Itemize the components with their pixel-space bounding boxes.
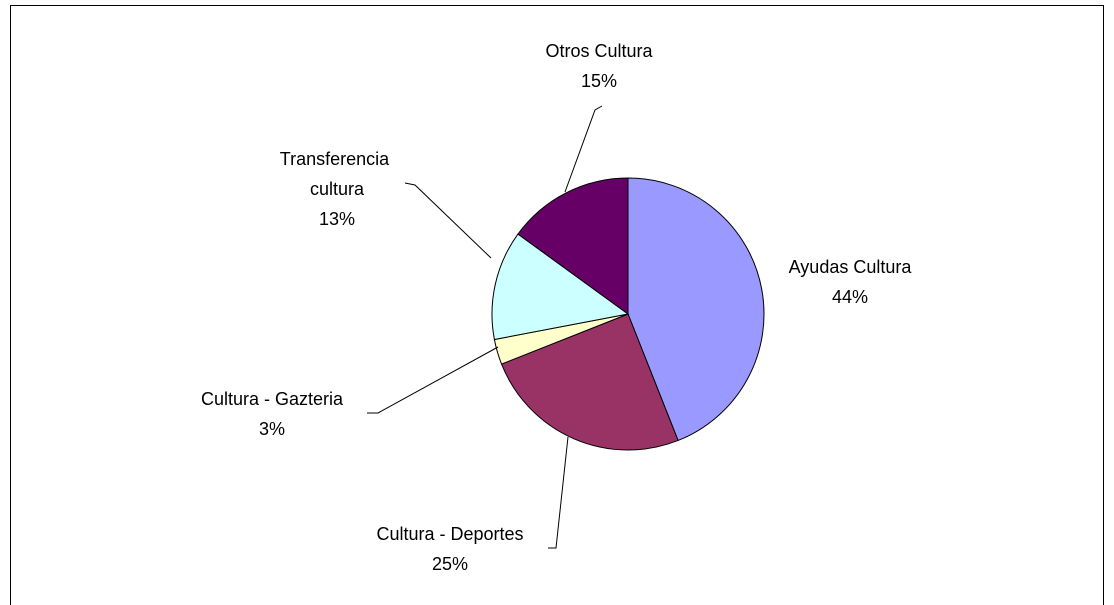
slice-label: Otros Cultura: [545, 41, 653, 61]
leader-line: [564, 105, 603, 193]
slice-value-label: 13%: [319, 209, 355, 229]
pie-slice: [517, 177, 629, 315]
slice-value-label: 44%: [832, 287, 868, 307]
slice-label: Ayudas Cultura: [789, 257, 913, 277]
pie-slice: [500, 313, 679, 451]
slice-value-label: 25%: [432, 554, 468, 574]
pie-slice: [491, 233, 630, 341]
leader-line: [404, 182, 492, 259]
slice-label: Cultura - Deportes: [376, 524, 523, 544]
pie-slice: [627, 177, 765, 442]
slice-label: Cultura - Gazteria: [201, 389, 344, 409]
slice-value-label: 15%: [581, 71, 617, 91]
slice-value-label: 3%: [259, 419, 285, 439]
slice-label: Transferencia cultura: [280, 149, 394, 199]
leader-line: [548, 436, 569, 549]
leader-line: [367, 346, 499, 414]
